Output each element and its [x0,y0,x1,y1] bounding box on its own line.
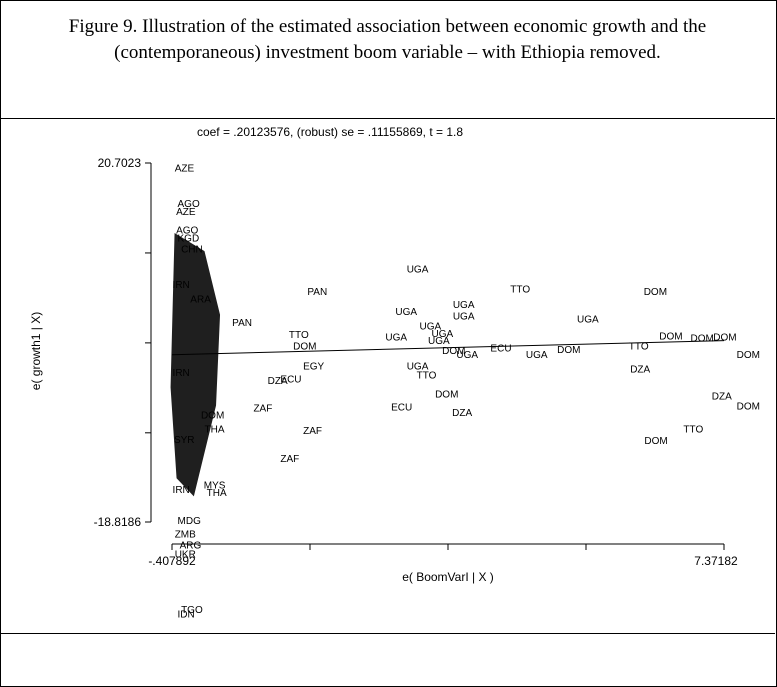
point-label: UGA [577,314,599,325]
point-label: IDN [178,610,195,621]
point-label: ARA [190,294,211,305]
point-label: KGD [178,234,200,245]
point-label: DZA [268,376,288,387]
point-label: UGA [395,307,417,318]
point-label: DOM [644,287,667,298]
point-label: DOM [659,332,682,343]
chart-subtitle: coef = .20123576, (robust) se = .1115586… [197,125,463,139]
point-label: DZA [452,408,472,419]
point-label: PAN [307,287,327,298]
point-label: UKR [175,550,196,561]
axes: 20.7023 -18.8186 -.407892 7.37182 [94,156,738,568]
dense-point-cloud [170,232,221,497]
regression-line [171,340,725,356]
point-label: IRN [173,368,190,379]
point-label: UGA [428,336,450,347]
point-label: UGA [385,333,407,344]
point-label: CHN [181,244,203,255]
point-label: ECU [391,402,412,413]
point-label: ARG [180,541,202,552]
figure-caption: Figure 9. Illustration of the estimated … [68,16,707,63]
point-label: TTO [629,342,649,353]
x-tick-label: -.407892 [148,554,196,568]
point-label: TTO [417,371,437,382]
point-label: IRN [173,280,190,291]
point-label: UGA [453,300,475,311]
point-label: UGA [407,264,429,275]
point-labels: AZEAGOAZEAGOKGDCHNIRNARAPANPANIRNDOMTHAS… [173,164,760,621]
fit-line [171,340,725,356]
point-label: DOM [644,436,667,447]
point-label: ECU [490,343,511,354]
point-label: TTO [289,330,309,341]
point-label: EGY [303,362,324,373]
point-label: SYR [174,435,195,446]
point-label: UGA [419,322,441,333]
point-label: MYS [204,481,226,492]
point-label: UGA [456,350,478,361]
point-label: AZE [176,207,196,218]
point-label: DZA [630,364,650,375]
label-cluster [170,232,221,497]
y-axis-label: e( growth1 | X) [29,312,43,390]
x-tick-label: 7.37182 [694,554,738,568]
point-label: AGO [178,199,200,210]
point-label: UGA [407,362,429,373]
point-label: PAN [232,318,252,329]
point-label: ZAF [253,403,272,414]
point-label: ZAF [280,454,299,465]
point-label: DZA [712,392,732,403]
point-label: UGA [432,329,454,340]
point-label: AZE [175,164,195,175]
point-label: ECU [280,374,301,385]
point-label: TTO [683,424,703,435]
scatter-plot: 20.7023-18.8186-.407892 7.37182 AZEAGOAZE… [29,125,760,621]
y-tick-label: -18.8186 [94,515,142,529]
point-label: DOM [737,402,760,413]
point-label: DOM [737,350,760,361]
point-label: DOM [557,345,580,356]
point-label: TTO [510,284,530,295]
y-tick-label: 20.7023 [98,156,142,170]
point-label: ZAF [303,426,322,437]
point-label: THA [204,424,224,435]
point-label: DOM [201,411,224,422]
caption-cell: Figure 9. Illustration of the estimated … [0,0,775,119]
chart-cell [0,119,775,634]
point-label: THA [207,488,227,499]
point-label: DOM [435,390,458,401]
point-label: MDG [178,516,202,527]
point-label: AGO [176,225,198,236]
x-axis-label: e( BoomVarI | X ) [402,570,494,584]
point-label: UGA [453,312,475,323]
point-label: UGA [526,350,548,361]
point-label: DOM [713,333,736,344]
point-label: DOM [293,342,316,353]
point-label: IRN [173,485,190,496]
point-label: DOM [691,333,714,344]
point-label: ZMB [175,530,196,541]
point-label: DOM [442,346,465,357]
point-label: TGO [181,605,203,616]
